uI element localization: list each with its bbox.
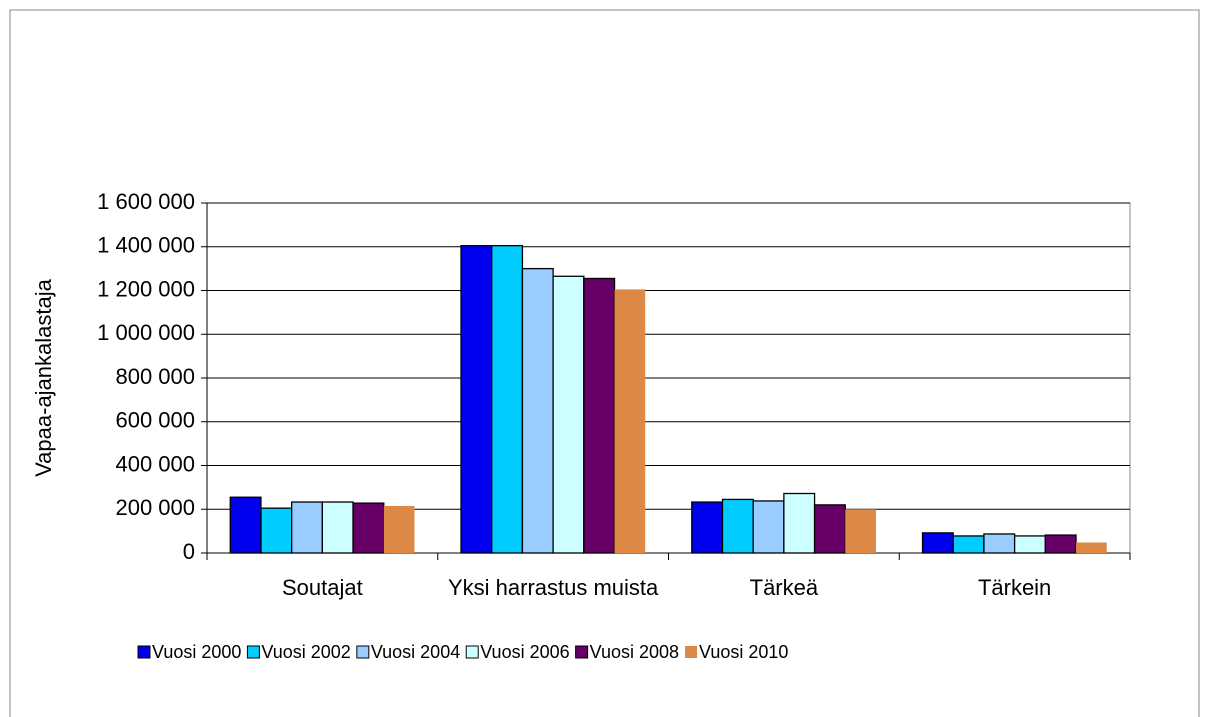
legend-swatch xyxy=(685,646,698,658)
bar xyxy=(291,501,324,554)
bar xyxy=(521,267,554,554)
frame xyxy=(9,9,1200,717)
legend-swatch xyxy=(575,645,589,659)
bar xyxy=(1013,535,1046,554)
bar xyxy=(752,500,785,554)
legend-label: Vuosi 2010 xyxy=(699,642,788,662)
legend-swatch xyxy=(246,645,260,659)
bar xyxy=(983,533,1016,554)
bar xyxy=(783,492,816,554)
legend-label: Vuosi 2004 xyxy=(371,642,460,662)
x-tick-label: Yksi harrastus muista xyxy=(448,575,659,600)
bar xyxy=(1044,534,1077,554)
legend-label: Vuosi 2000 xyxy=(152,642,241,662)
bar xyxy=(583,277,616,554)
bar xyxy=(229,496,262,554)
y-tick-label: 1 000 000 xyxy=(97,320,195,345)
bar xyxy=(614,289,646,553)
bar xyxy=(691,501,724,554)
bar xyxy=(352,502,385,554)
y-axis-title: Vapaa-ajankalastaja xyxy=(31,278,56,476)
y-tick-label: 1 600 000 xyxy=(97,189,195,214)
y-tick-label: 1 400 000 xyxy=(97,233,195,258)
bar xyxy=(921,532,954,554)
bar xyxy=(552,275,585,554)
bar xyxy=(321,501,354,554)
x-tick-label: Tärkein xyxy=(978,575,1051,600)
legend-swatch xyxy=(137,645,151,659)
bar xyxy=(1076,542,1107,553)
x-tick-label: Soutajat xyxy=(282,575,363,600)
x-tick-label: Tärkeä xyxy=(750,575,819,600)
bar xyxy=(491,245,524,554)
legend-label: Vuosi 2002 xyxy=(261,642,350,662)
y-tick-label: 1 200 000 xyxy=(97,276,195,301)
bar xyxy=(460,245,493,554)
legend-label: Vuosi 2008 xyxy=(590,642,679,662)
y-tick-label: 0 xyxy=(183,539,195,564)
bar xyxy=(952,535,985,554)
legend-swatch xyxy=(465,645,479,659)
bar xyxy=(383,505,415,553)
legend-label: Vuosi 2006 xyxy=(480,642,569,662)
bar xyxy=(260,507,293,554)
bar xyxy=(813,504,846,554)
y-tick-label: 600 000 xyxy=(115,408,195,433)
y-tick-label: 400 000 xyxy=(115,451,195,476)
legend-swatch xyxy=(356,645,370,659)
bar xyxy=(721,498,754,554)
y-tick-label: 800 000 xyxy=(115,364,195,389)
y-tick-label: 200 000 xyxy=(115,495,195,520)
bar xyxy=(845,509,876,553)
